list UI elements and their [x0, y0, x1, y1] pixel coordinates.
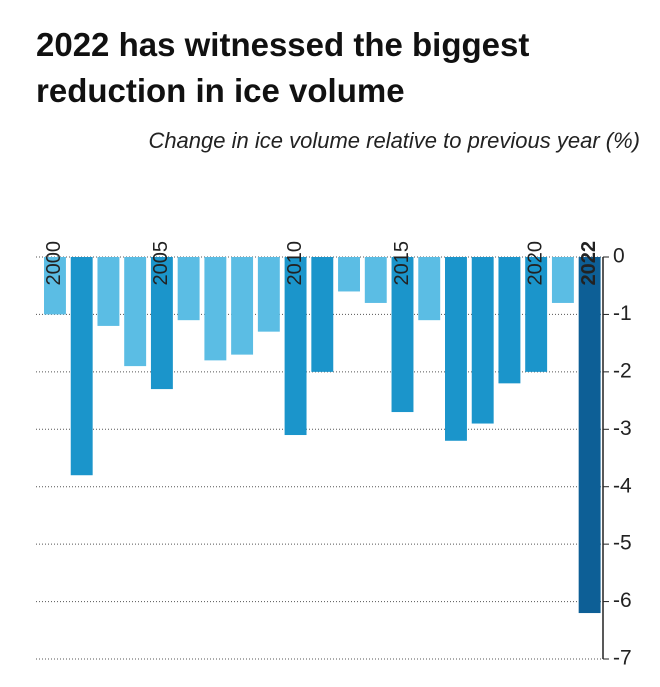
bar — [284, 257, 307, 436]
bar — [177, 257, 200, 321]
bar — [150, 257, 173, 390]
y-tick-label: 0 — [613, 245, 625, 268]
bar — [231, 257, 254, 355]
bar — [578, 257, 601, 614]
y-tick-label: -3 — [613, 417, 632, 440]
bar — [525, 257, 548, 372]
bar — [551, 257, 574, 303]
bar — [311, 257, 334, 372]
bar — [44, 257, 66, 315]
bar — [338, 257, 360, 292]
bar — [364, 257, 387, 303]
chart-title: 2022 has witnessed the biggest reduction… — [36, 26, 530, 109]
bar — [498, 257, 521, 384]
y-tick-label: -6 — [613, 589, 632, 612]
x-tick-label: 2010 — [284, 241, 306, 286]
y-tick-label: -2 — [613, 359, 632, 382]
y-tick-label: -4 — [613, 474, 632, 497]
bar — [391, 257, 414, 413]
chart-subtitle: Change in ice volume relative to previou… — [148, 128, 640, 153]
y-tick-label: -7 — [613, 647, 632, 670]
bar — [204, 257, 227, 361]
bar — [418, 257, 441, 321]
y-tick-label: -5 — [613, 532, 632, 555]
x-tick-label: 2020 — [524, 241, 546, 286]
bar — [445, 257, 467, 441]
x-tick-label: 2015 — [391, 241, 413, 286]
x-tick-label: 2022 — [578, 241, 600, 286]
y-tick-label: -1 — [613, 302, 632, 325]
bar — [97, 257, 120, 326]
bar — [471, 257, 494, 424]
bar — [70, 257, 93, 476]
bar — [257, 257, 280, 332]
x-tick-label: 2000 — [43, 241, 65, 286]
bar — [124, 257, 147, 367]
x-tick-label: 2005 — [150, 241, 172, 286]
